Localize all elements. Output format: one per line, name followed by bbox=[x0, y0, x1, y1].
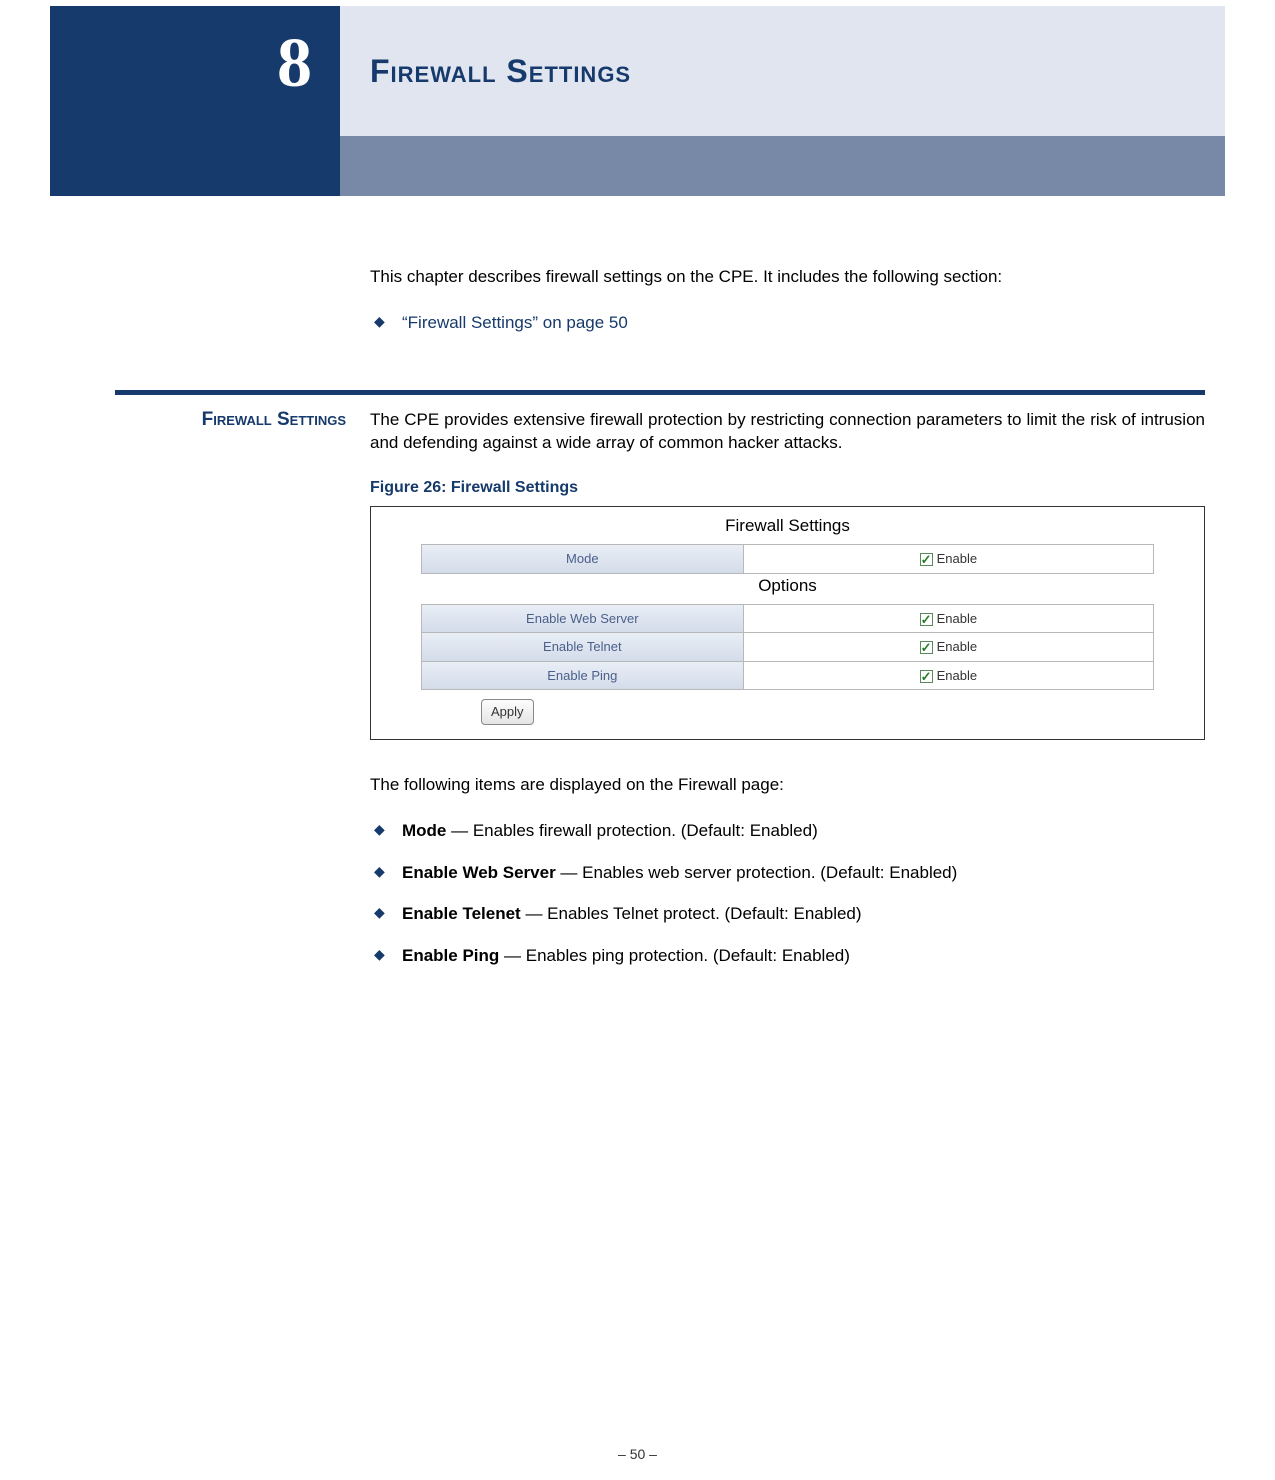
definition-item: Mode — Enables firewall protection. (Def… bbox=[374, 819, 1205, 843]
option-label: Enable Web Server bbox=[422, 605, 744, 633]
definition-item: Enable Ping — Enables ping protection. (… bbox=[374, 944, 1205, 968]
header-stripe bbox=[340, 136, 1225, 196]
chapter-header: 8 Firewall Settings bbox=[0, 6, 1275, 196]
option-label: Enable Telnet bbox=[422, 633, 744, 661]
option-checkbox[interactable] bbox=[920, 670, 933, 683]
figure-mode-table: Mode Enable bbox=[421, 544, 1154, 574]
figure-box: Firewall Settings Mode Enable Options En… bbox=[370, 506, 1205, 740]
definition-term: Enable Web Server bbox=[402, 863, 556, 882]
figure-option-row: Enable Web Server Enable bbox=[421, 604, 1154, 634]
page-number: – 50 – bbox=[0, 1446, 1275, 1462]
after-figure-text: The following items are displayed on the… bbox=[370, 774, 1205, 797]
mode-value-cell: Enable bbox=[744, 545, 1153, 573]
mode-label: Mode bbox=[422, 545, 744, 573]
option-value-cell: Enable bbox=[744, 633, 1153, 661]
intro-paragraph: This chapter describes firewall settings… bbox=[370, 266, 1205, 289]
firewall-settings-link[interactable]: “Firewall Settings” on page 50 bbox=[402, 313, 628, 332]
option-value-cell: Enable bbox=[744, 662, 1153, 690]
chapter-number-block: 8 bbox=[50, 6, 340, 196]
definition-desc: — Enables firewall protection. (Default:… bbox=[446, 821, 817, 840]
definition-term: Enable Telenet bbox=[402, 904, 521, 923]
apply-button[interactable]: Apply bbox=[481, 699, 534, 725]
figure-option-row: Enable Ping Enable bbox=[421, 661, 1154, 691]
section-divider bbox=[115, 390, 1205, 395]
definitions-list: Mode — Enables firewall protection. (Def… bbox=[374, 819, 1205, 968]
intro-link-item: “Firewall Settings” on page 50 bbox=[374, 311, 1205, 335]
definition-item: Enable Web Server — Enables web server p… bbox=[374, 861, 1205, 885]
chapter-number: 8 bbox=[277, 25, 312, 102]
option-enable-text: Enable bbox=[937, 668, 977, 683]
section-intro: The CPE provides extensive firewall prot… bbox=[370, 409, 1205, 455]
option-checkbox[interactable] bbox=[920, 613, 933, 626]
chapter-title: Firewall Settings bbox=[370, 53, 631, 90]
figure-options-title: Options bbox=[371, 575, 1204, 598]
mode-enable-text: Enable bbox=[937, 551, 977, 566]
chapter-title-block: Firewall Settings bbox=[340, 6, 1225, 136]
definition-desc: — Enables web server protection. (Defaul… bbox=[556, 863, 958, 882]
definition-term: Enable Ping bbox=[402, 946, 499, 965]
option-enable-text: Enable bbox=[937, 611, 977, 626]
definition-desc: — Enables Telnet protect. (Default: Enab… bbox=[521, 904, 862, 923]
mode-checkbox[interactable] bbox=[920, 553, 933, 566]
figure-caption: Figure 26: Firewall Settings bbox=[370, 477, 1205, 499]
section-heading: Firewall Settings bbox=[115, 409, 370, 431]
option-value-cell: Enable bbox=[744, 605, 1153, 633]
option-checkbox[interactable] bbox=[920, 641, 933, 654]
figure-options-table: Enable Web ServerEnableEnable TelnetEnab… bbox=[421, 604, 1154, 691]
definition-term: Mode bbox=[402, 821, 446, 840]
option-enable-text: Enable bbox=[937, 639, 977, 654]
figure-mode-row: Mode Enable bbox=[421, 544, 1154, 574]
figure-panel-title: Firewall Settings bbox=[371, 515, 1204, 538]
figure-option-row: Enable Telnet Enable bbox=[421, 632, 1154, 662]
option-label: Enable Ping bbox=[422, 662, 744, 690]
definition-item: Enable Telenet — Enables Telnet protect.… bbox=[374, 902, 1205, 926]
definition-desc: — Enables ping protection. (Default: Ena… bbox=[499, 946, 850, 965]
